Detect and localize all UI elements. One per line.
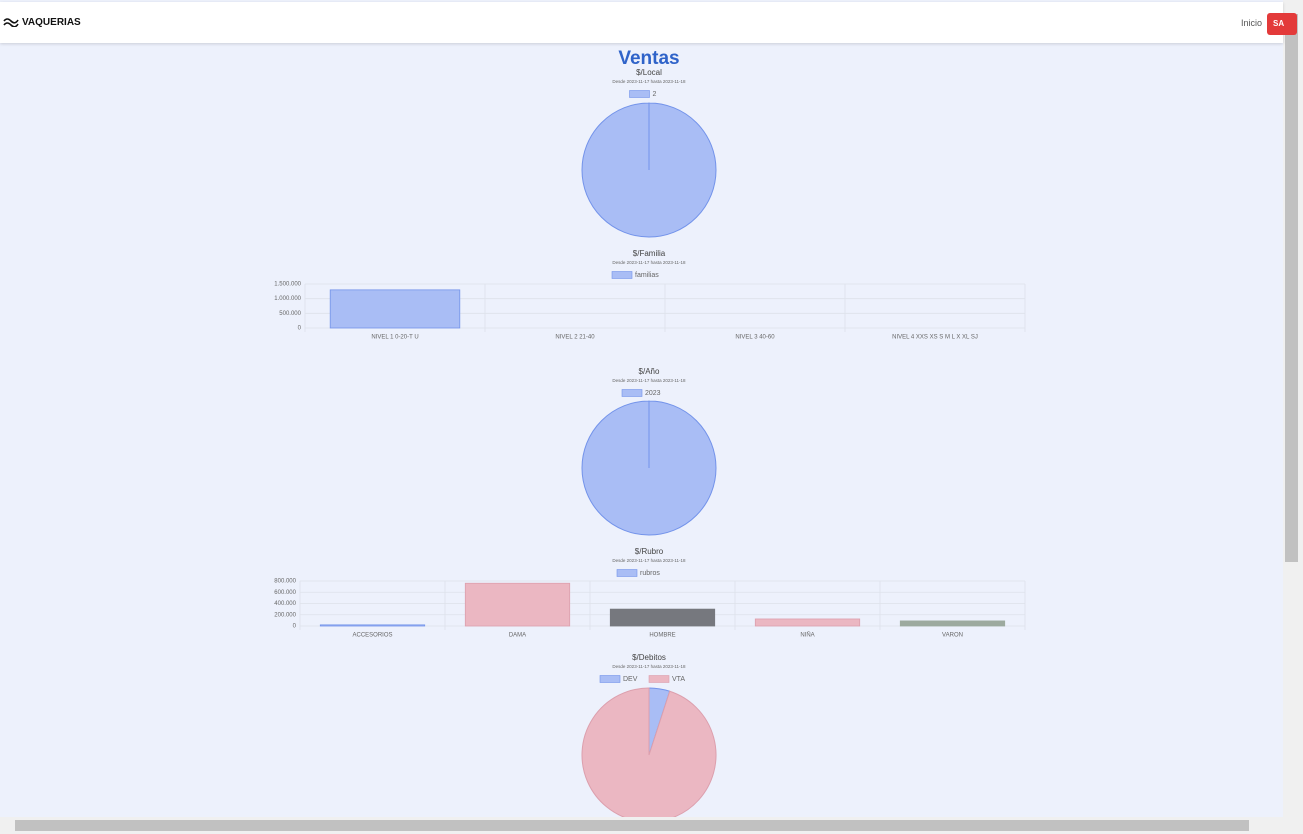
chart-subtitle: Desde 2023-11-17 hasta 2023-11-18 <box>612 378 686 383</box>
charts: Ventas $/Local Desde 2023-11-17 hasta 202… <box>274 48 1026 817</box>
bar <box>319 624 426 627</box>
legend-label: DEV <box>623 676 638 683</box>
scroll-thumb[interactable] <box>15 820 1249 831</box>
bar <box>754 618 861 627</box>
y-tick-label: 200.000 <box>274 612 296 618</box>
y-tick-label: 1.500.000 <box>274 282 301 288</box>
y-tick-label: 600.000 <box>274 590 296 596</box>
y-tick-label: 400.000 <box>274 601 296 607</box>
bar <box>329 289 461 329</box>
nav-link[interactable]: Inicio <box>1241 18 1263 28</box>
x-tick-label: NIVEL 1 0-20-T U <box>371 335 418 341</box>
pie-slice <box>581 687 717 817</box>
legend-swatch <box>621 389 643 397</box>
page-title: Ventas <box>618 48 679 69</box>
x-tick-label: NIÑA <box>800 632 814 639</box>
legend-label: familias <box>635 272 659 279</box>
bar <box>899 620 1006 627</box>
y-tick-label: 500.000 <box>279 311 301 317</box>
x-tick-label: NIVEL 4 XXS XS S M L X XL SJ <box>892 335 978 341</box>
legend-label: 2023 <box>645 390 661 397</box>
chart-subtitle: Desde 2023-11-17 hasta 2023-11-18 <box>612 260 686 265</box>
navbar: VAQUERIAS Inicio SA <box>0 2 1297 43</box>
chart-subtitle: Desde 2023-11-17 hasta 2023-11-18 <box>612 558 686 563</box>
legend-swatch <box>616 569 638 577</box>
x-tick-label: DAMA <box>509 633 526 639</box>
legend-swatch <box>599 675 621 683</box>
y-tick-label: 1.000.000 <box>274 296 301 302</box>
brand[interactable]: VAQUERIAS <box>22 17 81 28</box>
pie-slice <box>581 400 717 536</box>
x-tick-label: HOMBRE <box>649 633 675 639</box>
legend-swatch <box>629 90 650 98</box>
user-button[interactable]: SA <box>1267 13 1297 35</box>
bar <box>464 582 571 627</box>
x-tick-label: NIVEL 3 40-60 <box>735 335 775 341</box>
legend-swatch <box>648 675 670 683</box>
chart-title: $/Debitos <box>632 653 666 662</box>
x-tick-label: NIVEL 2 21-40 <box>555 335 595 341</box>
x-tick-label: VARON <box>942 633 963 639</box>
legend-label: rubros <box>640 570 660 577</box>
chart-title: $/Familia <box>633 249 666 258</box>
y-tick-label: 0 <box>293 624 297 630</box>
pie-slice <box>581 102 717 238</box>
chart-subtitle: Desde 2023-11-17 hasta 2023-11-18 <box>612 664 686 669</box>
bar <box>609 608 716 627</box>
legend-label: 2 <box>653 91 657 98</box>
chart-subtitle: Desde 2023-11-17 hasta 2023-11-18 <box>612 79 686 84</box>
chart-title: $/Rubro <box>635 547 664 556</box>
logo <box>3 18 19 27</box>
scroll-thumb[interactable] <box>1285 14 1298 562</box>
legend-swatch <box>611 271 633 279</box>
x-tick-label: ACCESORIOS <box>352 633 392 639</box>
chart-title: $/Año <box>639 367 660 376</box>
chart-title: $/Local <box>636 68 662 77</box>
y-tick-label: 800.000 <box>274 579 296 585</box>
legend-label: VTA <box>672 676 685 683</box>
y-tick-label: 0 <box>298 326 302 332</box>
